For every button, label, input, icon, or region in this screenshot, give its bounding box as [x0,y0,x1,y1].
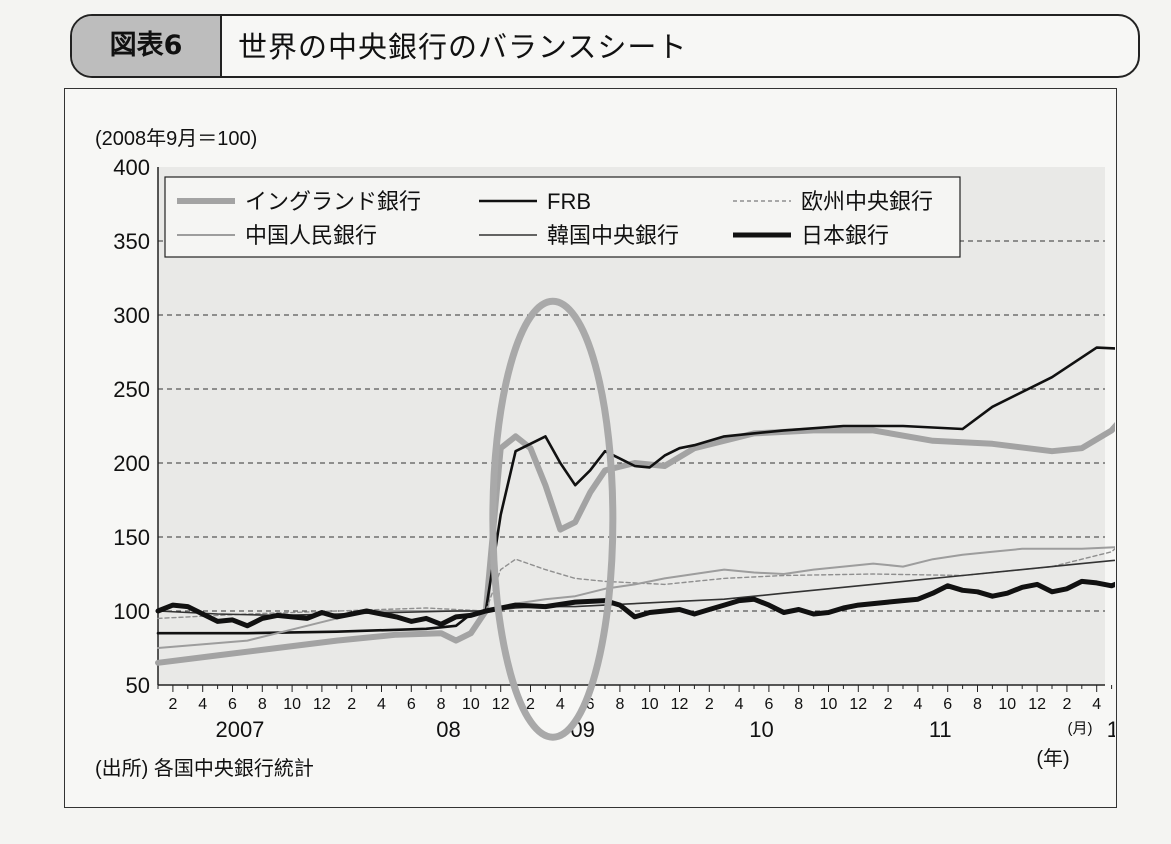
x-month-label: 8 [973,696,982,713]
legend-label: 韓国中央銀行 [547,223,679,248]
year-unit-label: (年) [1036,747,1069,770]
x-month-label: 10 [820,696,838,713]
highlight-ellipse [489,297,617,741]
y-tick-label: 50 [126,673,150,698]
x-month-label: 2 [884,696,893,713]
figure-label: 図表6 [72,16,222,76]
legend-label: 日本銀行 [801,223,889,248]
x-month-label: 10 [641,696,659,713]
x-month-label: 2 [705,696,714,713]
x-month-label: 2 [526,696,535,713]
x-month-label: 8 [615,696,624,713]
x-month-label: 10 [998,696,1016,713]
month-unit-label: (月) [1068,720,1093,737]
x-month-label: 10 [283,696,301,713]
x-month-label: 6 [943,696,952,713]
x-month-label: 8 [794,696,803,713]
x-month-label: 12 [492,696,510,713]
x-month-label: 12 [849,696,867,713]
x-month-label: 4 [377,696,386,713]
x-month-label: 12 [313,696,331,713]
x-month-label: 2 [168,696,177,713]
x-year-label: 2007 [215,717,264,742]
x-year-label: 11 [929,717,952,742]
x-month-label: 6 [407,696,416,713]
legend-label: FRB [547,189,591,214]
y-tick-label: 200 [113,451,150,476]
x-year-label: 10 [749,717,773,742]
figure-header: 図表6 世界の中央銀行のバランスシート [70,14,1140,78]
x-month-label: 2 [347,696,356,713]
legend-label: イングランド銀行 [245,189,421,214]
x-month-label: 4 [735,696,744,713]
unit-label: (2008年9月＝100) [95,127,257,150]
x-year-label: 12 [1107,717,1115,742]
series-line [155,577,1171,629]
y-tick-label: 350 [113,229,150,254]
y-tick-label: 250 [113,377,150,402]
legend-label: 欧州中央銀行 [801,189,933,214]
x-month-label: 10 [462,696,480,713]
x-month-label: 4 [556,696,565,713]
x-month-label: 8 [258,696,267,713]
y-tick-label: 300 [113,303,150,328]
x-month-label: 12 [1028,696,1046,713]
y-tick-label: 100 [113,599,150,624]
series-line [157,555,1171,617]
x-month-label: 2 [1062,696,1071,713]
figure-title: 世界の中央銀行のバランスシート [238,30,688,64]
x-month-label: 4 [198,696,207,713]
legend-label: 中国人民銀行 [245,223,377,248]
y-tick-label: 400 [113,155,150,180]
y-tick-label: 150 [113,525,150,550]
x-month-label: 6 [586,696,595,713]
x-month-label: 6 [764,696,773,713]
x-month-label: 4 [913,696,922,713]
x-month-label: 4 [1092,696,1101,713]
source-label: (出所) 各国中央銀行統計 [95,757,314,780]
line-chart: (2008年9月＝100) (出所) 各国中央銀行統計 50 100 150 200 2… [95,127,1171,780]
x-month-label: 12 [671,696,689,713]
x-month-label: 8 [437,696,446,713]
legend-box [164,176,961,258]
series-line [155,362,1171,666]
x-month-label: 6 [228,696,237,713]
chart-frame: (2008年9月＝100) (出所) 各国中央銀行統計 50 100 150 200 2… [64,88,1171,808]
x-year-label: 08 [436,717,460,742]
